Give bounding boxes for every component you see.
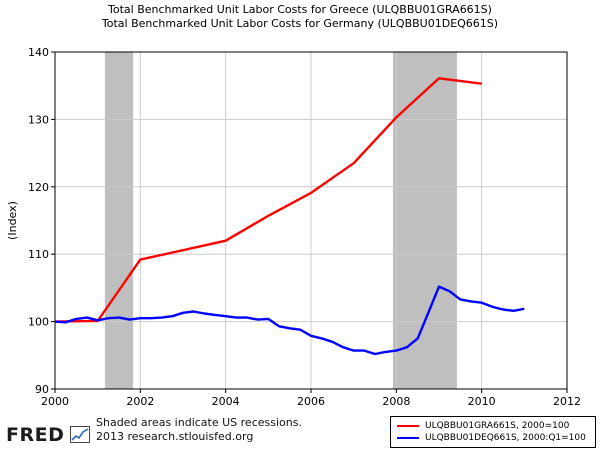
x-tick-label-2000: 2000: [41, 395, 69, 408]
x-tick-label-2010: 2010: [468, 395, 496, 408]
chart-legend: ULQBBU01GRA661S, 2000=100 ULQBBU01DEQ661…: [390, 416, 596, 448]
x-tick-label-2008: 2008: [382, 395, 410, 408]
x-tick-label-2012: 2012: [553, 395, 581, 408]
x-tick-label-2002: 2002: [126, 395, 154, 408]
chart-title-line-1: Total Benchmarked Unit Labor Costs for G…: [108, 3, 492, 16]
y-tick-label-110: 110: [28, 248, 49, 261]
chart-title: Total Benchmarked Unit Labor Costs for G…: [0, 3, 600, 31]
x-tick-label-2004: 2004: [212, 395, 240, 408]
y-tick-label-100: 100: [28, 316, 49, 329]
y-tick-label-90: 90: [35, 383, 49, 396]
legend-item-greece: ULQBBU01GRA661S, 2000=100: [397, 420, 569, 432]
legend-swatch-germany: [397, 436, 419, 439]
fred-chart-icon: [70, 426, 90, 443]
y-tick-label-140: 140: [28, 46, 49, 59]
recession-band-1: [104, 52, 134, 389]
source-credit: 2013 research.stlouisfed.org: [96, 430, 254, 443]
series-line-germany: [54, 285, 525, 356]
y-tick-label-130: 130: [28, 113, 49, 126]
series-line-greece: [54, 77, 482, 323]
y-axis-label: (Index): [6, 201, 19, 240]
legend-label-greece: ULQBBU01GRA661S, 2000=100: [425, 421, 570, 431]
legend-swatch-greece: [397, 424, 419, 427]
legend-label-germany: ULQBBU01DEQ661S, 2000:Q1=100: [425, 433, 586, 443]
recession-note: Shaded areas indicate US recessions. 201…: [96, 416, 302, 444]
recession-band-2: [392, 52, 457, 389]
y-tick-label-120: 120: [28, 181, 49, 194]
legend-item-germany: ULQBBU01DEQ661S, 2000:Q1=100: [397, 432, 586, 444]
recession-note-text: Shaded areas indicate US recessions.: [96, 416, 302, 429]
fred-logo: FRED: [6, 424, 65, 446]
chart-title-line-2: Total Benchmarked Unit Labor Costs for G…: [101, 17, 499, 30]
x-tick-label-2006: 2006: [297, 395, 325, 408]
